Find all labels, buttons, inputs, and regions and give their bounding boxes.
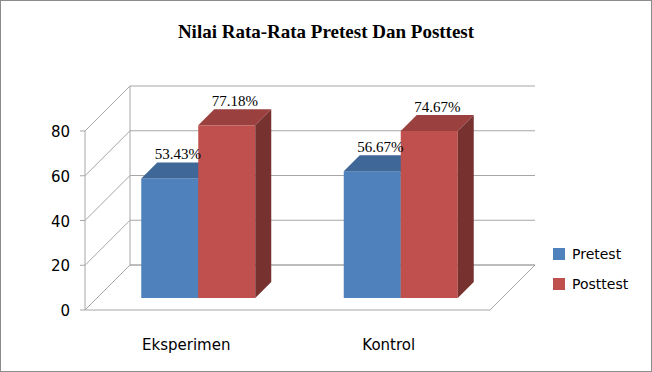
tick-label: 60 <box>51 168 70 186</box>
legend: Pretest Posttest <box>553 246 629 292</box>
data-labels: 53.43% 77.18% 56.67% 74.67% <box>155 93 461 162</box>
legend-label: Posttest <box>572 276 629 292</box>
data-label: 77.18% <box>212 93 258 109</box>
bar-front <box>198 125 255 298</box>
bar-top <box>401 115 474 131</box>
tick-label: 80 <box>51 123 70 141</box>
bar-top <box>198 109 271 125</box>
data-label: 56.67% <box>357 139 403 155</box>
bars <box>141 109 474 298</box>
legend-swatch <box>553 278 565 290</box>
bar-side <box>458 115 474 298</box>
tick <box>80 265 85 266</box>
bar-side <box>255 109 271 298</box>
tick-label: 20 <box>51 257 70 275</box>
bar-front <box>344 171 401 298</box>
category-label: Kontrol <box>362 336 415 354</box>
tick-label: 40 <box>51 213 70 231</box>
data-label: 53.43% <box>155 146 201 162</box>
title: Nilai Rata-Rata Pretest Dan Posttest <box>178 21 475 42</box>
bar-front <box>141 178 198 298</box>
category-label: Eksperimen <box>142 336 230 354</box>
bar <box>198 109 271 298</box>
tick <box>80 220 85 221</box>
frame <box>1 1 652 372</box>
tick <box>80 175 85 176</box>
chart-svg: Nilai Rata-Rata Pretest Dan Posttest 0 20 4… <box>0 0 652 372</box>
bar-front <box>401 131 458 298</box>
chart-container: Nilai Rata-Rata Pretest Dan Posttest 0 20 4… <box>0 0 652 372</box>
data-label: 74.67% <box>414 99 460 115</box>
tick <box>80 310 85 311</box>
legend-label: Pretest <box>572 246 622 262</box>
tick-label: 0 <box>60 302 70 320</box>
tick <box>80 131 85 132</box>
bar <box>401 115 474 298</box>
legend-swatch <box>553 248 565 260</box>
